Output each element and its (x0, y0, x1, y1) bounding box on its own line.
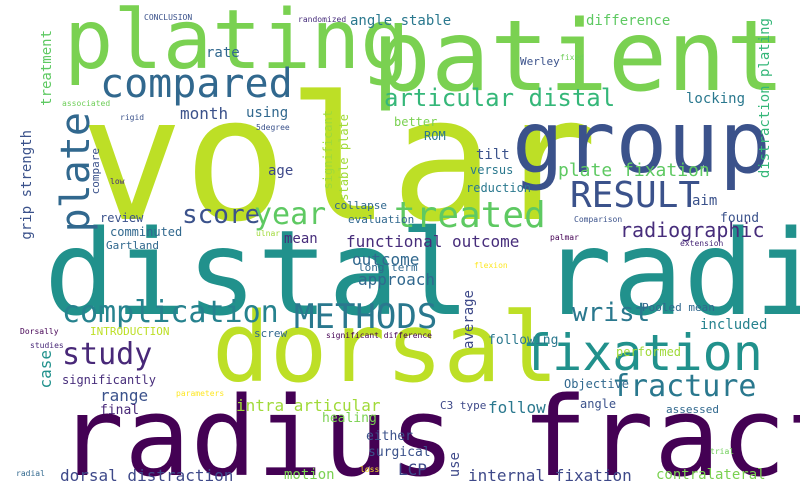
word-dorsal: dorsal (212, 292, 559, 404)
word-review: review (100, 211, 144, 225)
word-fixed: fixed (560, 53, 585, 62)
word-flexion: flexion (474, 261, 508, 270)
word-werley: Werley (520, 55, 560, 68)
word-5degree: 5degree (256, 123, 290, 132)
word-plating: plating (64, 0, 410, 88)
word-screw: screw (254, 327, 288, 340)
word-motion: motion (284, 467, 335, 483)
word-radius-fracture: radius fracture (58, 373, 800, 500)
word-distraction-plating: distraction plating (757, 18, 773, 179)
word-low: low (110, 177, 125, 186)
word-contralateral: contralateral (656, 467, 766, 483)
word-tilt: tilt (476, 147, 510, 163)
word-comparison: Comparison (574, 215, 623, 224)
word-outcome: outcome (352, 250, 420, 269)
word-introduction: INTRODUCTION (90, 325, 170, 338)
word-angle-stable: angle stable (350, 13, 452, 29)
word-score: score (182, 200, 261, 230)
word-stable-plate: stable plate (337, 114, 351, 201)
word-ulnar: ulnar (256, 229, 281, 238)
word-locking: locking (686, 91, 746, 107)
word-versus: versus (470, 163, 514, 177)
word-reduction: reduction (466, 181, 532, 195)
word-result: RESULT (570, 175, 701, 216)
word-angle: angle (580, 397, 617, 411)
word-compare: compare (89, 148, 102, 195)
word-year: year (254, 197, 327, 232)
word-dorsally: Dorsally (20, 327, 59, 336)
word-plate-fixation: plate fixation (558, 160, 710, 181)
word-distal-radius: distal radius (44, 204, 800, 342)
word-significantly: significantly (62, 373, 156, 387)
word-dorsal-distraction: dorsal distraction (60, 466, 234, 485)
word-comminuted: comminuted (110, 225, 183, 239)
word-approach: approach (358, 270, 436, 289)
word-following: following (488, 333, 559, 348)
word-use: use (447, 452, 463, 478)
word-performed: performed (616, 345, 682, 359)
word-significant: significant (321, 110, 335, 190)
word-age: age (268, 163, 294, 179)
word-articular-distal: articular distal (384, 84, 616, 112)
word-methods: METHODS (294, 297, 438, 337)
word-surgical: surgical (368, 445, 431, 460)
word-final: final (100, 403, 140, 418)
word-lcp: LCP (398, 460, 427, 479)
word-assessed: assessed (666, 403, 719, 416)
word-included: included (700, 317, 768, 333)
word-objective: Objective (564, 377, 630, 391)
word-gartland: Gartland (106, 239, 159, 252)
word-range: range (100, 386, 149, 405)
word-randomized: randomized (298, 15, 347, 24)
word-using: using (246, 105, 289, 121)
word-radial: radial (16, 469, 45, 478)
word-group: group (512, 93, 771, 193)
word-volar: volar (80, 59, 598, 260)
word-wrist: wrist (572, 298, 651, 328)
word-loss: loss (360, 465, 380, 474)
word-fixation: fixation (522, 324, 763, 382)
word-treated: treated (394, 195, 546, 236)
word-rate: rate (206, 45, 240, 61)
word-associated: associated (62, 99, 111, 108)
word-radiographic: radiographic (620, 218, 765, 242)
word-average: average (461, 290, 477, 350)
word-treatment: treatment (39, 30, 55, 106)
word-case: case (36, 350, 55, 389)
word-c3-type: C3 type (440, 399, 487, 412)
word-found: found (720, 211, 760, 226)
word-parameters: parameters (176, 389, 225, 398)
word-palmar: palmar (550, 233, 579, 242)
word-rom: ROM (424, 129, 446, 143)
word-rigid: rigid (120, 113, 145, 122)
word-healing: healing (322, 411, 377, 426)
word-functional-outcome: functional outcome (346, 232, 520, 251)
word-aim: aim (692, 193, 718, 209)
word-grip-strength: grip strength (19, 130, 35, 240)
word-difference: difference (586, 13, 671, 29)
word-extension: extension (680, 239, 724, 248)
word-collapse: collapse (334, 199, 387, 212)
word-month: month (180, 104, 229, 123)
word-long-term: long term (358, 261, 418, 274)
word-internal-fixation: internal fixation (468, 466, 632, 485)
word-intra-articular: intra articular (236, 396, 381, 415)
word-either: either (366, 429, 413, 444)
word-patient: patient (372, 0, 786, 114)
word-pooled-mean: Pooled mean (642, 301, 715, 314)
word-trial: trial (710, 447, 735, 456)
word-evaluation: evaluation (348, 213, 415, 226)
word-compared: compared (100, 61, 293, 107)
word-studies: studies (30, 341, 64, 350)
word-study: study (62, 337, 153, 372)
word-fracture: fracture (612, 369, 757, 404)
word-mean: mean (284, 231, 318, 247)
word-better: better (394, 115, 438, 129)
word-complication: complication (62, 295, 279, 330)
word-conclusion: CONCLUSION (144, 13, 193, 22)
word-follow: follow (488, 398, 546, 417)
word-significant-difference: significant difference (326, 331, 432, 340)
